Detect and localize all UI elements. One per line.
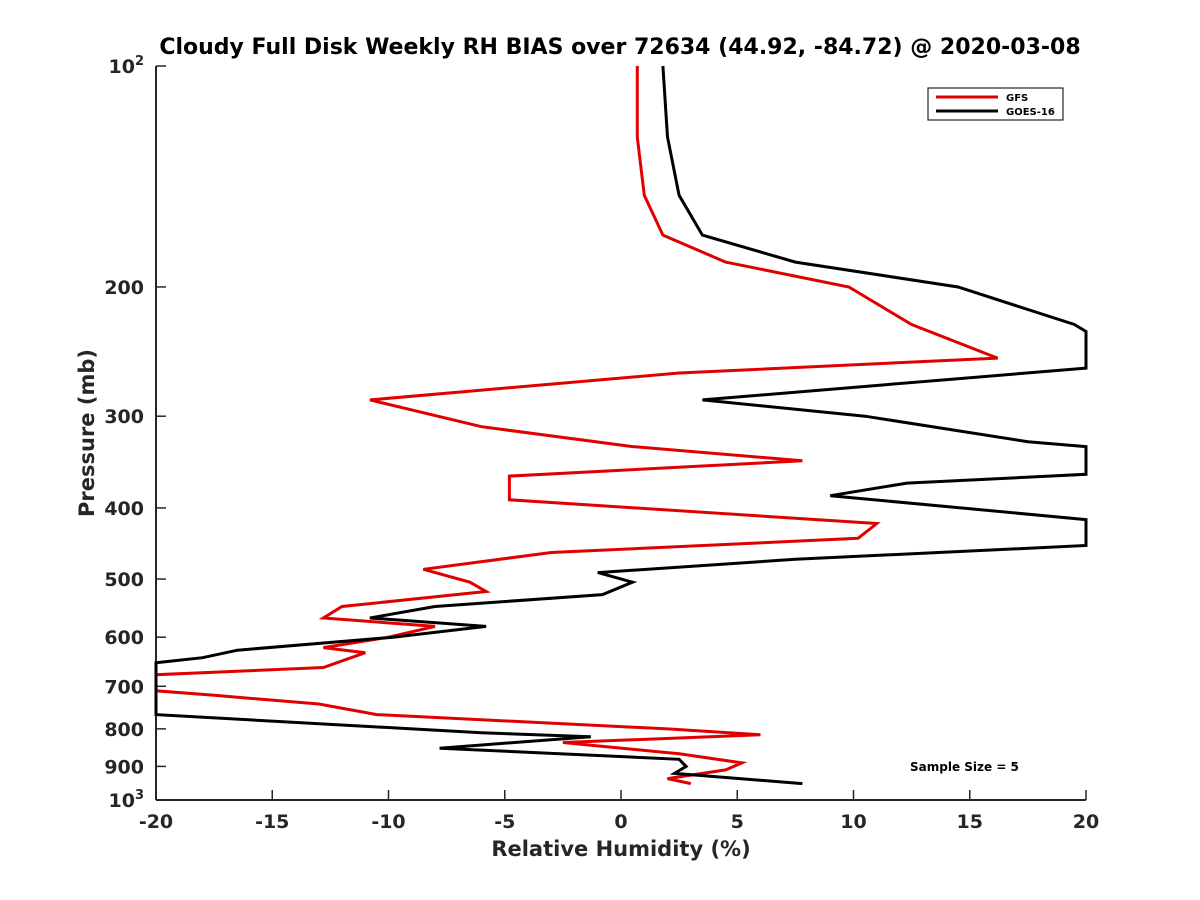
- y-tick-label: 200: [104, 277, 144, 299]
- x-tick-label: 15: [957, 811, 983, 833]
- x-axis-title: Relative Humidity (%): [491, 837, 750, 861]
- x-tick-label: 20: [1073, 811, 1099, 833]
- y-tick-label: 700: [104, 676, 144, 698]
- y-tick-label: 102: [109, 54, 145, 78]
- x-axis-ticks: -20 -15 -10 -5 0 5 10 15 20: [139, 790, 1099, 833]
- x-tick-label: -15: [255, 811, 289, 833]
- y-tick-label: 900: [104, 756, 144, 778]
- chart-title: Cloudy Full Disk Weekly RH BIAS over 726…: [159, 35, 1080, 60]
- x-tick-label: -10: [371, 811, 405, 833]
- series-line-gfs: [154, 66, 999, 786]
- x-tick-label: 0: [614, 811, 627, 833]
- x-tick-label: -20: [139, 811, 173, 833]
- x-tick-label: -5: [494, 811, 515, 833]
- y-axis-title: Pressure (mb): [75, 349, 99, 517]
- y-tick-label: 800: [104, 719, 144, 741]
- y-tick-label: 300: [104, 406, 144, 428]
- legend-label-goes16: GOES-16: [1006, 107, 1055, 118]
- y-tick-label: 500: [104, 569, 144, 591]
- y-tick-label: 600: [104, 627, 144, 649]
- series-line-goes16: [154, 65, 1088, 786]
- x-tick-label: 10: [840, 811, 866, 833]
- sample-size-annotation: Sample Size = 5: [910, 760, 1019, 774]
- legend: GFS GOES-16: [927, 87, 1064, 121]
- legend-box: [927, 87, 1064, 121]
- x-tick-label: 5: [731, 811, 744, 833]
- axes-frame: [155, 66, 1086, 801]
- series-layer: [154, 65, 1088, 786]
- y-tick-label: 400: [104, 498, 144, 520]
- y-axis-ticks: 102 200 300 400 500 600 700 800 900 103: [104, 54, 166, 812]
- legend-label-gfs: GFS: [1006, 93, 1028, 104]
- y-tick-label: 103: [109, 788, 145, 812]
